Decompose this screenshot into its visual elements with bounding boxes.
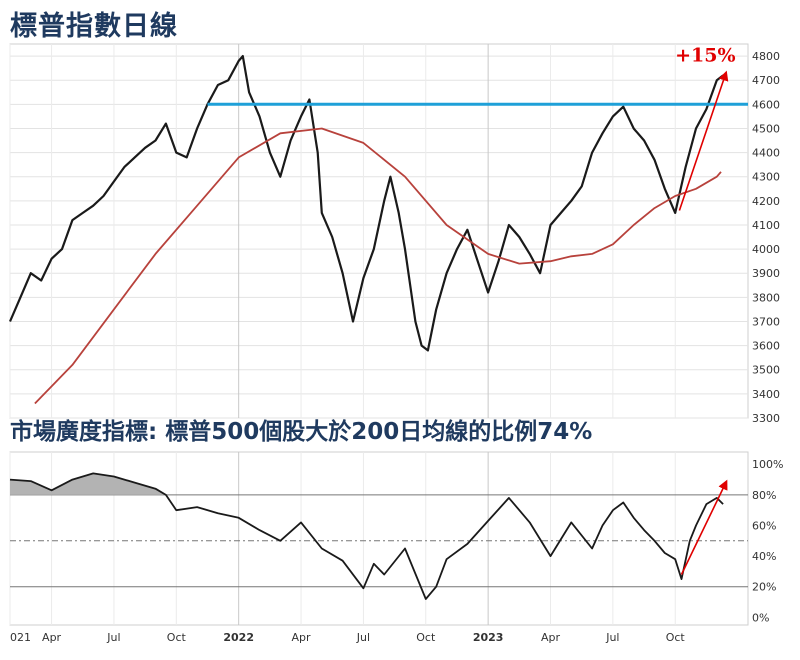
main-chart-y-axis: 3300 3400 3500 3600 3700 3800 3900 4000 4100 4200… [752,50,780,425]
breadth-y-tick-label: 40% [752,550,776,563]
shared-x-axis: 021 Apr Jul Oct 2022 Apr Jul Oct 2023 Apr Jul Oct [10,631,685,644]
main-chart-grid [9,43,749,419]
x-tick-label: Jul [356,631,370,644]
main-y-tick-label: 3500 [752,364,780,377]
breadth-chart-plot [9,472,728,600]
breadth-annotation-arrow [680,479,728,575]
x-tick-label: 021 [10,631,31,644]
breadth-series-line [9,472,724,600]
breadth-chart-y-axis: 0% 20% 40% 60% 80% 100% [752,458,783,624]
x-tick-label: 2023 [473,631,504,644]
main-y-tick-label: 4200 [752,195,780,208]
breadth-chart-frame [9,451,749,626]
main-y-tick-label: 3600 [752,340,780,353]
main-y-tick-label: 4700 [752,74,780,87]
main-y-tick-label: 4000 [752,243,780,256]
breadth-y-tick-label: 20% [752,581,776,594]
main-y-tick-label: 3900 [752,267,780,280]
breadth-y-tick-label: 60% [752,519,776,532]
main-y-tick-label: 3700 [752,315,780,328]
main-chart-frame [9,43,749,419]
breadth-chart-grid [9,451,749,626]
main-series-price [8,55,724,352]
x-tick-label: 2022 [223,631,254,644]
main-y-tick-label: 4500 [752,122,780,135]
x-tick-label: Oct [167,631,187,644]
main-chart-title: 標普指數日線 [10,11,178,42]
main-y-tick-label: 4100 [752,219,780,232]
x-tick-label: Apr [42,631,62,644]
x-tick-label: Jul [605,631,619,644]
x-tick-label: Apr [292,631,312,644]
main-y-tick-label: 4800 [752,50,780,63]
breadth-y-tick-label: 0% [752,611,769,624]
x-tick-label: Apr [541,631,561,644]
main-y-tick-label: 4600 [752,98,780,111]
main-annotation-label: +15% [675,44,735,66]
main-series-200-day-moving-average [34,127,722,405]
breadth-y-tick-label: 80% [752,489,776,502]
main-y-tick-label: 4300 [752,171,780,184]
x-tick-label: Jul [106,631,120,644]
x-tick-label: Oct [666,631,686,644]
main-chart-plot: +15% [8,44,748,405]
main-y-tick-label: 3400 [752,388,780,401]
main-y-tick-label: 4400 [752,147,780,160]
main-annotation-arrow [678,70,729,211]
breadth-y-tick-label: 100% [752,458,783,471]
main-y-tick-label: 3800 [752,291,780,304]
breadth-chart-title: 市場廣度指標: 標普500個股大於200日均線的比例74% [10,419,593,445]
x-tick-label: Oct [416,631,436,644]
main-y-tick-label: 3300 [752,412,780,425]
